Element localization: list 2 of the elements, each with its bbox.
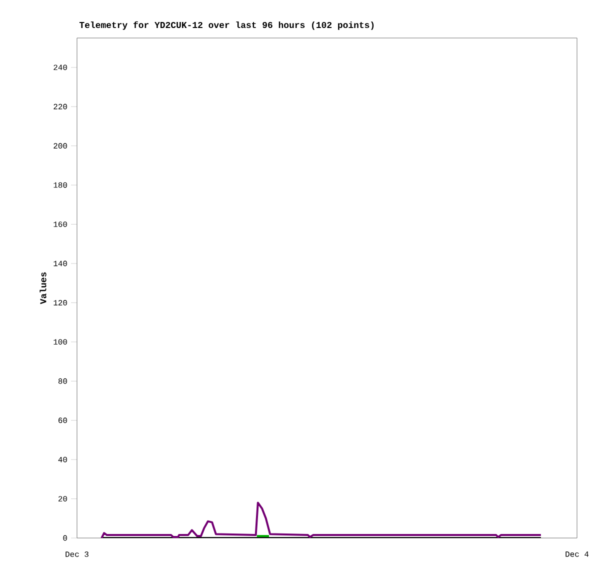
chart-title: Telemetry for YD2CUK-12 over last 96 hours (102 points): [79, 21, 374, 30]
y-axis-title: Values: [40, 272, 46, 304]
